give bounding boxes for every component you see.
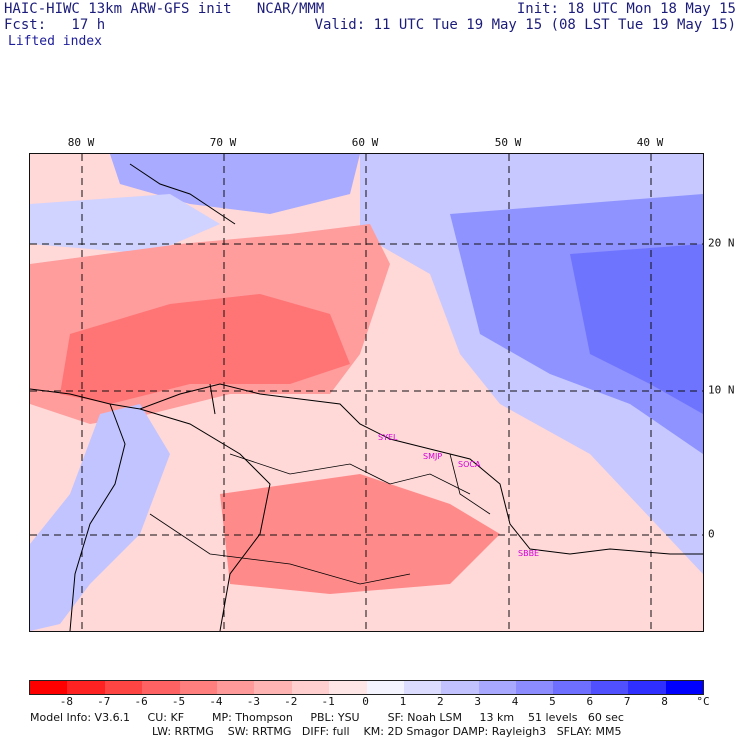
colorbar-swatch: [553, 681, 591, 694]
lat-label-10n: 10 N: [708, 383, 735, 397]
colorbar-swatch: [628, 681, 666, 694]
lon-label-70w: 70 W: [209, 136, 237, 149]
colorbar-tick-label: -5: [171, 695, 186, 708]
city-label-sbbe: SBBE: [518, 549, 540, 558]
colorbar-swatch: [142, 681, 180, 694]
colorbar-swatch: [403, 681, 442, 694]
pacific-stable-area: [30, 404, 170, 631]
colorbar-swatch: [67, 681, 105, 694]
colorbar-swatch: [30, 681, 68, 694]
colorbar-tick-label: -8: [59, 695, 73, 708]
colorbar-swatch: [254, 681, 292, 694]
lifted-index-map: [29, 153, 704, 632]
colorbar-tick-label: -3: [246, 695, 260, 708]
colorbar-tick-label: 5: [549, 695, 556, 708]
national-borders: [149, 453, 491, 585]
colorbar-tick-label: 2: [436, 695, 444, 708]
forecast-hour: Fcst: 17 h: [4, 17, 106, 33]
map-canvas: [30, 154, 703, 631]
lon-label-80w: 80 W: [67, 136, 95, 149]
city-label-smjp: SMJP: [423, 452, 443, 461]
city-label-syel: SYEL: [378, 433, 398, 442]
colorbar-swatch: [516, 681, 554, 694]
model-info-line2: LW: RRTMG SW: RRTMG DIFF: full KM: 2D Sm…: [152, 725, 622, 738]
colorbar-tick-label: 0: [362, 695, 369, 708]
strongest-stable-region: [570, 244, 703, 414]
lat-label-equator: 0: [708, 527, 715, 541]
model-info-line1: Model Info: V3.6.1 CU: KF MP: Thompson P…: [30, 711, 624, 724]
colorbar-swatch: [179, 681, 217, 694]
colorbar-tick-label: -6: [134, 695, 148, 708]
colorbar-tick-label: 4: [511, 695, 519, 708]
colorbar-swatch: [665, 681, 704, 694]
colorbar-swatch: [291, 681, 330, 694]
colorbar-tick-label: -2: [284, 695, 298, 708]
colorbar-swatch: [590, 681, 629, 694]
colorbar-tick-label: 1: [399, 695, 407, 708]
colorbar-tick-label: -7: [97, 695, 111, 708]
valid-time: Valid: 11 UTC Tue 19 May 15 (08 LST Tue …: [314, 17, 736, 33]
colorbar-swatch: [478, 681, 517, 694]
city-label-soca: SOCA: [458, 460, 481, 469]
strong-unstable-band: [60, 294, 350, 404]
colorbar-tick-label: -4: [209, 695, 223, 708]
caribbean-stable-band: [30, 194, 220, 254]
lat-label-20n: 20 N: [708, 236, 735, 250]
colorbar-swatch: [329, 681, 367, 694]
lon-label-60w: 60 W: [351, 136, 379, 149]
colorbar-swatch: [216, 681, 255, 694]
init-time: Init: 18 UTC Mon 18 May 15: [516, 1, 736, 17]
colorbar-tick-label: 3: [474, 695, 481, 708]
lon-label-40w: 40 W: [636, 136, 664, 149]
colorbar-swatch: [104, 681, 143, 694]
colorbar-tick-label: 6: [586, 695, 594, 708]
colorbar-tick-label: 8: [661, 695, 668, 708]
colorbar-swatch: [366, 681, 404, 694]
coastlines: [30, 163, 703, 631]
colorbar-tick-label: 7: [623, 695, 631, 708]
lon-label-50w: 50 W: [494, 136, 522, 149]
colorbar: [29, 680, 704, 695]
colorbar-swatch: [441, 681, 479, 694]
colorbar-tick-label: -1: [321, 695, 335, 708]
field-name: Lifted index: [8, 34, 102, 49]
colorbar-unit: °C: [696, 695, 710, 708]
model-title: HAIC-HIWC 13km ARW-GFS init NCAR/MMM: [4, 1, 325, 17]
